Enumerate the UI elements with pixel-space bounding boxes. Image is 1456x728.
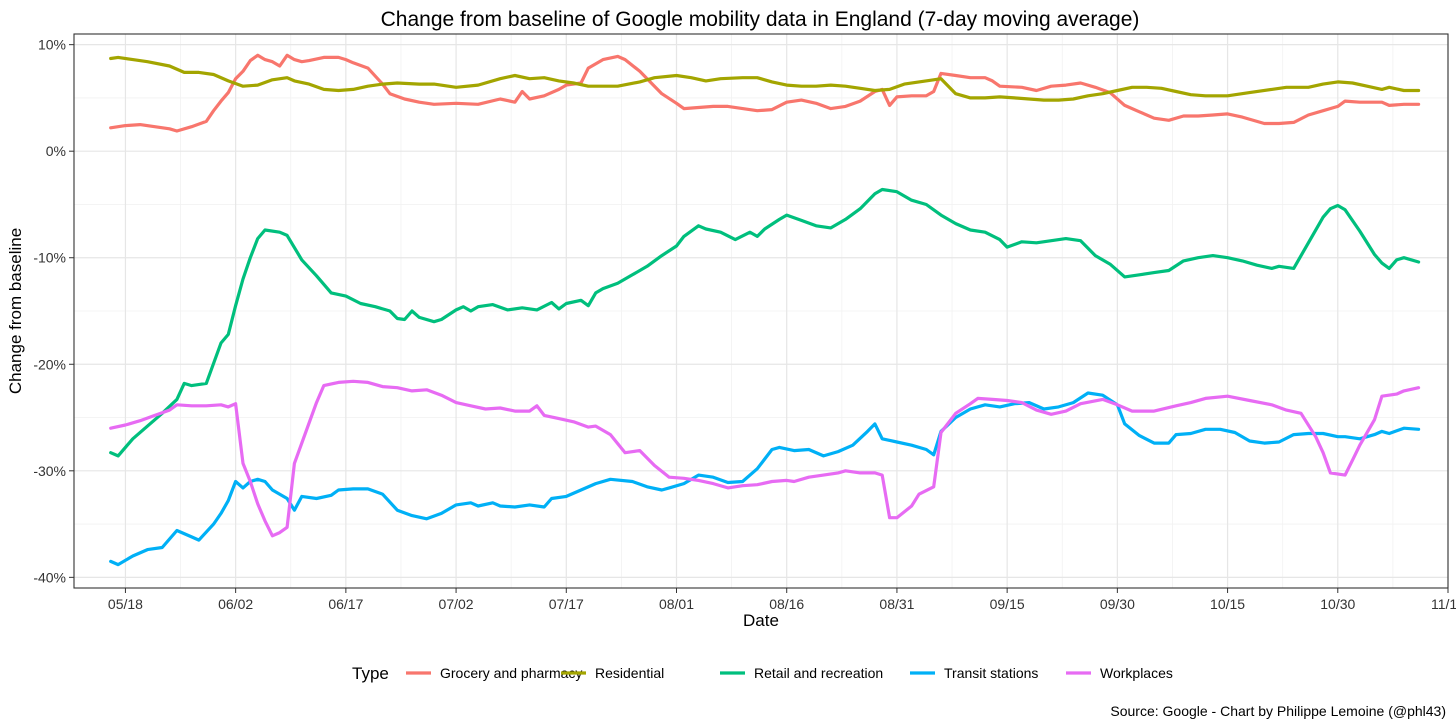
x-tick-label: 07/17	[549, 596, 584, 612]
y-axis-title: Change from baseline	[6, 228, 25, 394]
x-tick-label: 11/14	[1431, 596, 1456, 612]
series-line-1	[109, 53, 1421, 133]
x-tick-label: 10/30	[1320, 596, 1355, 612]
x-tick-label: 09/30	[1100, 596, 1135, 612]
legend-title: Type	[352, 664, 389, 683]
y-tick-label: 10%	[38, 37, 66, 53]
series-line-5	[109, 379, 1421, 538]
y-tick-label: -10%	[33, 250, 66, 266]
legend-label-3: Retail and recreation	[754, 665, 883, 681]
legend-label-2: Residential	[595, 665, 664, 681]
legend: Type Grocery and pharmacy Residential Reta…	[352, 664, 1173, 683]
y-tick-label: 0%	[46, 143, 66, 159]
chart-caption: Source: Google - Chart by Philippe Lemoi…	[1110, 703, 1446, 719]
series-line-4	[109, 391, 1421, 567]
x-tick-label: 08/16	[769, 596, 804, 612]
x-tick-label: 08/31	[879, 596, 914, 612]
series-lines	[109, 53, 1421, 567]
x-axis: 05/18 06/02 06/17 07/02 07/17 08/01 08/16 08/31…	[108, 588, 1456, 612]
series-line-2	[109, 55, 1421, 102]
legend-label-4: Transit stations	[944, 665, 1038, 681]
y-tick-label: -40%	[33, 569, 66, 585]
x-tick-label: 10/15	[1210, 596, 1245, 612]
x-tick-label: 09/15	[990, 596, 1025, 612]
grid-lines	[74, 34, 1449, 588]
y-tick-label: -30%	[33, 463, 66, 479]
series-line-3	[109, 187, 1421, 458]
x-axis-title: Date	[743, 611, 779, 630]
x-tick-label: 08/01	[659, 596, 694, 612]
legend-label-5: Workplaces	[1100, 665, 1173, 681]
y-tick-label: -20%	[33, 356, 66, 372]
y-axis: 10% 0% -10% -20% -30% -40%	[33, 37, 74, 585]
chart-title: Change from baseline of Google mobility …	[381, 8, 1140, 31]
x-tick-label: 06/17	[328, 596, 363, 612]
plot-panel-border	[73, 33, 1449, 589]
x-tick-label: 05/18	[108, 596, 143, 612]
legend-label-1: Grocery and pharmacy	[440, 665, 582, 681]
x-tick-label: 06/02	[218, 596, 253, 612]
x-tick-label: 07/02	[439, 596, 474, 612]
